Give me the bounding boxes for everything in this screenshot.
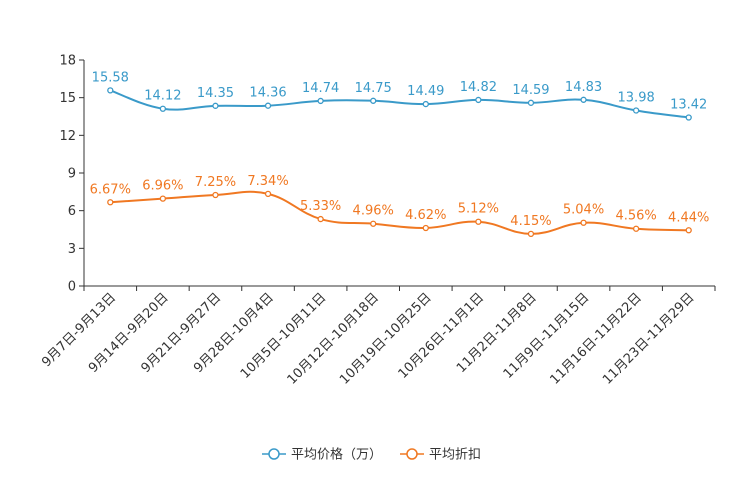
data-point <box>264 190 272 197</box>
data-point <box>527 99 535 106</box>
legend-label: 平均折扣 <box>429 448 481 463</box>
data-label: 14.49 <box>407 84 444 99</box>
data-label: 4.15% <box>510 214 551 229</box>
data-label: 4.44% <box>668 210 709 225</box>
data-point <box>632 107 640 114</box>
data-label: 6.96% <box>142 179 183 194</box>
data-label: 15.58 <box>92 70 129 85</box>
data-label: 7.25% <box>195 175 236 190</box>
data-label: 14.74 <box>302 81 339 96</box>
data-label: 14.12 <box>144 89 181 104</box>
data-point <box>264 102 272 109</box>
data-point <box>370 220 377 227</box>
series-line <box>110 190 689 235</box>
data-label: 13.42 <box>670 98 707 113</box>
data-point <box>475 96 482 104</box>
data-label: 4.96% <box>353 204 394 219</box>
legend-marker-icon <box>268 448 280 460</box>
data-point <box>685 227 692 234</box>
data-label: 14.59 <box>512 83 549 98</box>
data-point <box>212 102 219 109</box>
data-label: 4.56% <box>615 209 656 224</box>
y-tick-label: 12 <box>59 129 76 144</box>
data-point <box>580 96 587 103</box>
data-label: 14.36 <box>249 86 286 101</box>
x-axis: 9月7日-9月13日9月14日-9月20日9月21日-9月27日9月28日-10… <box>39 285 716 388</box>
data-point <box>107 87 114 94</box>
data-label: 7.34% <box>247 174 288 189</box>
data-label: 6.67% <box>90 182 131 197</box>
data-point <box>685 114 692 121</box>
data-point <box>159 105 167 112</box>
data-label: 5.04% <box>563 203 604 218</box>
data-point <box>527 230 535 238</box>
series-1: 15.58 14.12 14.35 14.36 14.74 14.75 14.49 14.82… <box>92 70 707 121</box>
y-tick-label: 18 <box>59 54 76 69</box>
y-tick-label: 0 <box>68 280 76 295</box>
data-label: 14.83 <box>565 80 602 95</box>
x-tick-label: 11月16日-11月22日 <box>547 290 644 387</box>
data-point <box>422 224 429 232</box>
x-tick-label: 10月12日-10月18日 <box>285 290 382 387</box>
y-tick-label: 6 <box>68 204 76 219</box>
x-tick-label: 11月23日-11月29日 <box>600 290 697 387</box>
series-line <box>109 89 689 119</box>
data-label: 13.98 <box>618 90 655 105</box>
data-point <box>580 219 587 226</box>
data-label: 4.62% <box>405 208 446 223</box>
y-tick-label: 15 <box>59 91 76 106</box>
data-point <box>422 100 429 108</box>
data-point <box>107 199 114 206</box>
data-point <box>475 218 482 225</box>
legend: 平均价格（万） 平均折扣 <box>262 447 481 463</box>
data-point <box>317 97 324 105</box>
legend-item-1: 平均价格（万） <box>262 447 382 463</box>
legend-item-2: 平均折扣 <box>400 448 481 463</box>
data-point <box>317 215 324 223</box>
legend-marker-icon <box>406 448 418 460</box>
data-label: 14.35 <box>197 86 234 101</box>
y-tick-label: 9 <box>68 167 76 182</box>
y-tick-label: 3 <box>68 242 76 257</box>
data-point <box>370 97 377 104</box>
data-point <box>632 225 640 232</box>
data-label: 14.75 <box>355 81 392 96</box>
series-2: 6.67% 6.96% 7.25% 7.34% 5.33% 4.96% 4.62% 5.12%… <box>90 174 709 238</box>
data-label: 14.82 <box>460 80 497 95</box>
series-layer: 15.58 14.12 14.35 14.36 14.74 14.75 14.49 14.82… <box>90 70 709 238</box>
data-point <box>159 195 167 202</box>
x-tick-label: 10月19日-10月25日 <box>337 290 434 387</box>
y-axis: 0 3 6 9 12 15 18 <box>59 54 85 295</box>
data-point <box>212 191 219 199</box>
data-label: 5.33% <box>300 199 341 214</box>
data-label: 5.12% <box>458 202 499 217</box>
legend-label: 平均价格（万） <box>291 447 382 463</box>
